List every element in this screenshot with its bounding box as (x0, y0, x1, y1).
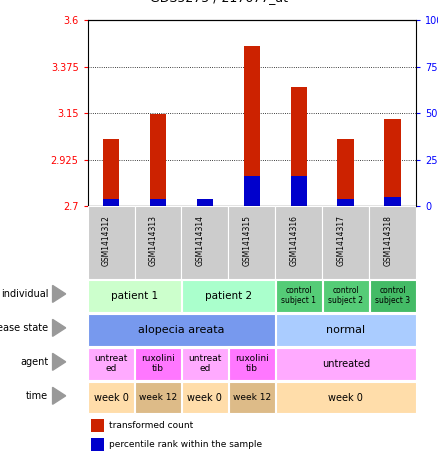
Bar (290, 87, 307, 206)
Bar (197, 199, 213, 206)
Text: ruxolini
tib: ruxolini tib (235, 354, 269, 373)
Bar (244, 46, 260, 206)
Text: percentile rank within the sample: percentile rank within the sample (109, 440, 262, 449)
Bar (91, 419, 104, 432)
Polygon shape (53, 353, 66, 371)
Bar (182, 347, 228, 380)
Bar (338, 199, 354, 206)
Polygon shape (53, 319, 66, 336)
Bar (88, 381, 134, 414)
Bar (276, 206, 322, 279)
Bar (276, 381, 416, 414)
Text: time: time (26, 391, 48, 401)
Text: disease state: disease state (0, 323, 48, 333)
Text: week 12: week 12 (139, 393, 177, 402)
Bar (229, 347, 275, 380)
Text: GSM1414315: GSM1414315 (243, 216, 252, 266)
Text: week 0: week 0 (187, 392, 223, 403)
Text: control
subject 3: control subject 3 (375, 286, 410, 305)
Text: control
subject 2: control subject 2 (328, 286, 363, 305)
Text: week 0: week 0 (94, 392, 128, 403)
Bar (385, 120, 401, 206)
Text: week 12: week 12 (233, 393, 271, 402)
Text: untreat
ed: untreat ed (188, 354, 222, 373)
Polygon shape (53, 285, 66, 303)
Text: GSM1414314: GSM1414314 (196, 216, 205, 266)
Bar (88, 347, 134, 380)
Bar (88, 206, 134, 279)
Text: GDS5275 / 217677_at: GDS5275 / 217677_at (150, 0, 288, 5)
Text: ruxolini
tib: ruxolini tib (141, 354, 175, 373)
Bar (322, 206, 369, 279)
Bar (103, 199, 119, 206)
Text: GSM1414318: GSM1414318 (384, 216, 392, 266)
Bar (228, 206, 276, 279)
Text: untreated: untreated (321, 358, 370, 369)
Bar (323, 280, 369, 312)
Bar (229, 381, 275, 414)
Bar (276, 280, 322, 312)
Text: individual: individual (1, 289, 48, 299)
Bar (385, 197, 401, 206)
Bar (276, 347, 416, 380)
Text: agent: agent (20, 357, 48, 367)
Text: patient 1: patient 1 (111, 290, 158, 301)
Bar (150, 114, 166, 206)
Text: alopecia areata: alopecia areata (138, 324, 225, 335)
Bar (150, 199, 166, 206)
Bar (369, 206, 416, 279)
Bar (134, 206, 181, 279)
Bar (197, 201, 213, 206)
Text: GSM1414316: GSM1414316 (290, 216, 299, 266)
Bar (290, 176, 307, 206)
Bar (244, 176, 260, 206)
Bar (181, 206, 228, 279)
Bar (91, 438, 104, 451)
Text: week 0: week 0 (328, 392, 363, 403)
Text: GSM1414312: GSM1414312 (102, 216, 111, 266)
Bar (135, 347, 181, 380)
Text: normal: normal (326, 324, 365, 335)
Text: GSM1414313: GSM1414313 (149, 216, 158, 266)
Text: transformed count: transformed count (109, 421, 193, 430)
Bar (103, 139, 119, 206)
Bar (370, 280, 416, 312)
Text: patient 2: patient 2 (205, 290, 252, 301)
Text: GSM1414317: GSM1414317 (337, 216, 346, 266)
Polygon shape (53, 387, 66, 404)
Bar (135, 381, 181, 414)
Bar (276, 313, 416, 346)
Bar (182, 280, 275, 312)
Text: untreat
ed: untreat ed (94, 354, 128, 373)
Bar (182, 381, 228, 414)
Bar (338, 139, 354, 206)
Text: control
subject 1: control subject 1 (281, 286, 316, 305)
Bar (88, 280, 181, 312)
Bar (88, 313, 275, 346)
